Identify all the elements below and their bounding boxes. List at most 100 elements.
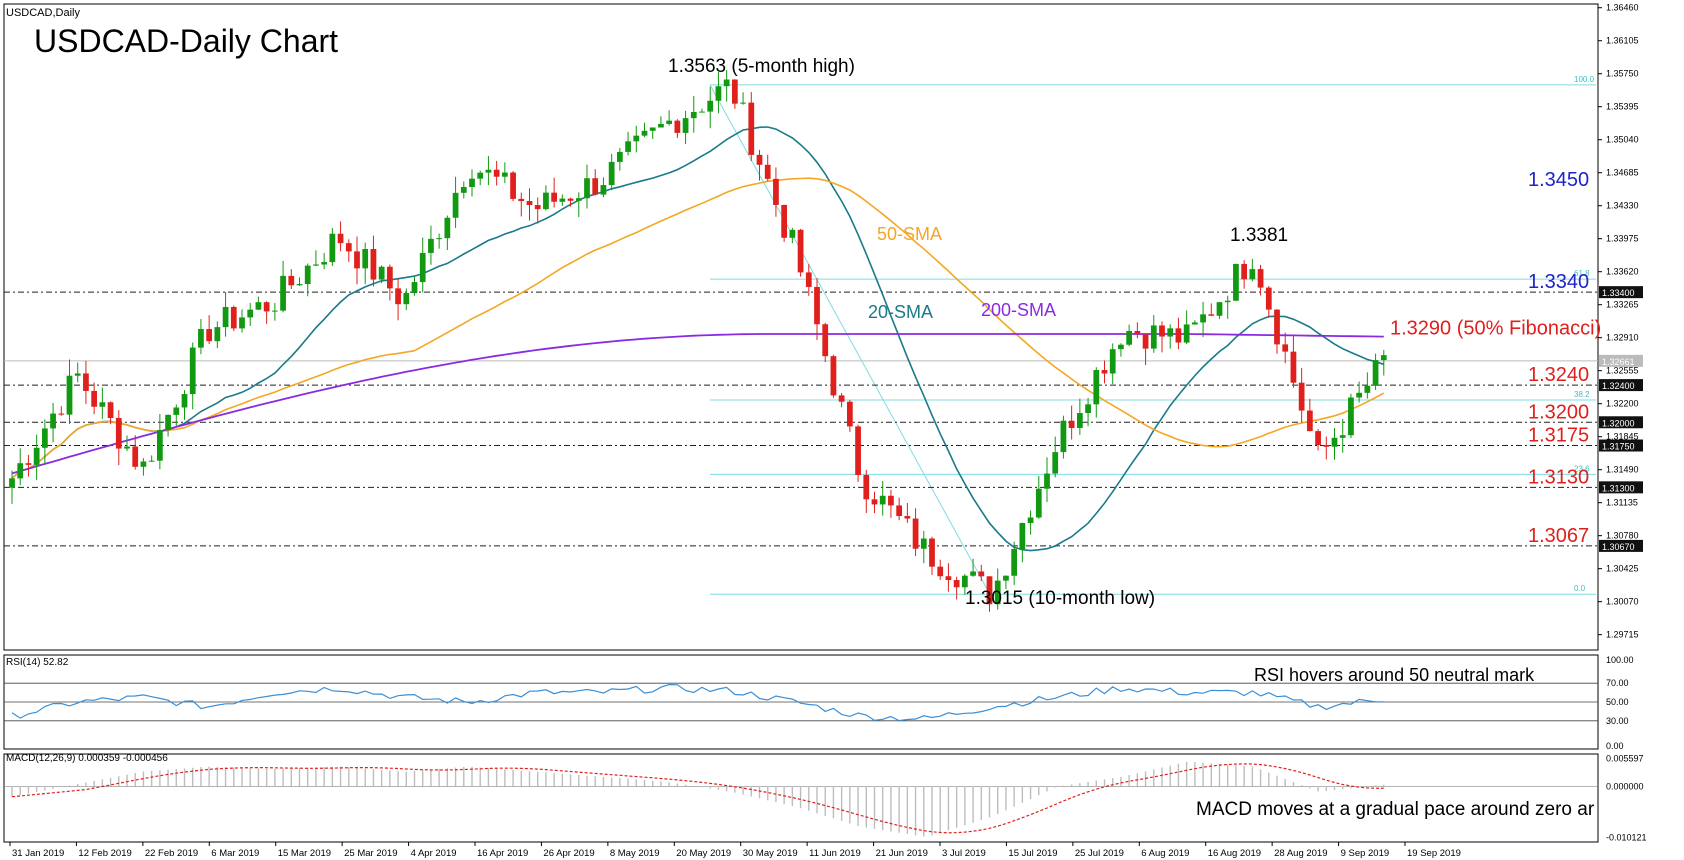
rsi-tick-label: 50.00 xyxy=(1606,697,1629,707)
high-annotation: 1.3563 (5-month high) xyxy=(668,56,855,77)
candle-bull xyxy=(1027,517,1034,523)
candle-bear xyxy=(731,79,738,104)
candle-bear xyxy=(370,249,377,280)
sma50-line xyxy=(11,177,1385,479)
candle-bear xyxy=(132,446,139,467)
candle-bull xyxy=(17,463,24,479)
candle-bear xyxy=(805,272,812,287)
x-tick-label: 30 May 2019 xyxy=(743,848,798,859)
candle-bear xyxy=(1159,325,1165,337)
level-label: 1.3200 xyxy=(1528,401,1589,423)
y-tick-label: 1.32910 xyxy=(1606,333,1639,343)
rsi-label: RSI(14) 52.82 xyxy=(6,657,69,668)
candle-bull xyxy=(1224,300,1231,303)
candle-bull xyxy=(1085,404,1091,414)
candle-bear xyxy=(493,169,500,177)
x-tick-label: 8 May 2019 xyxy=(610,848,660,859)
candle-bull xyxy=(33,447,40,465)
y-tick-label: 1.29715 xyxy=(1606,630,1639,640)
candle-bear xyxy=(1175,328,1182,343)
y-tick-label: 1.30070 xyxy=(1606,597,1639,607)
candle-bull xyxy=(469,178,475,188)
candle-bull xyxy=(1216,302,1223,316)
x-tick-label: 21 Jun 2019 xyxy=(876,848,928,859)
candle-bull xyxy=(329,233,336,263)
candle-bear xyxy=(953,580,960,588)
y-tick-label: 1.31845 xyxy=(1606,432,1639,442)
candle-bull xyxy=(1183,324,1190,343)
candle-bull xyxy=(378,266,385,280)
candle-bull xyxy=(239,317,245,329)
candle-bear xyxy=(288,275,295,286)
candle-bull xyxy=(1118,344,1124,350)
candle-bear xyxy=(592,178,599,195)
x-tick-label: 9 Sep 2019 xyxy=(1341,848,1390,859)
candle-bull xyxy=(1052,452,1059,474)
candle-bull xyxy=(403,293,410,305)
candle-bull xyxy=(600,185,607,195)
candle-bear xyxy=(846,401,853,427)
candle-bull xyxy=(1380,355,1387,361)
macd-panel-frame xyxy=(3,753,1599,843)
x-tick-label: 25 Jul 2019 xyxy=(1075,848,1124,859)
x-tick-label: 25 Mar 2019 xyxy=(344,848,397,859)
candle-bull xyxy=(1339,435,1346,438)
candle-bull xyxy=(1364,385,1371,393)
candle-bull xyxy=(148,460,155,462)
candle-bull xyxy=(1035,488,1042,518)
level-price-box xyxy=(1599,286,1643,299)
rsi-note: RSI hovers around 50 neutral mark xyxy=(1254,665,1535,685)
candle-bull xyxy=(41,428,48,448)
x-tick-label: 11 Jun 2019 xyxy=(809,848,861,859)
candle-bear xyxy=(781,204,788,238)
candle-bear xyxy=(337,233,344,244)
macd-tick-label: -0.010121 xyxy=(1606,833,1647,843)
candle-bull xyxy=(247,309,254,318)
candle-bull xyxy=(222,306,229,328)
candle-bear xyxy=(551,192,558,202)
candle-bull xyxy=(411,282,418,294)
candle-bull xyxy=(961,575,968,588)
level-price-box xyxy=(1599,379,1643,392)
low-annotation: 1.3015 (10-month low) xyxy=(965,588,1155,609)
candle-bull xyxy=(920,538,927,549)
candle-bull xyxy=(280,275,286,311)
candle-bear xyxy=(764,164,771,179)
candle-bear xyxy=(263,302,270,312)
candle-bear xyxy=(345,243,352,252)
candle-bear xyxy=(1265,287,1272,310)
x-tick-label: 31 Jan 2019 xyxy=(12,848,64,859)
x-tick-label: 19 Sep 2019 xyxy=(1407,848,1461,859)
candle-bear xyxy=(1274,309,1280,345)
candle-bull xyxy=(633,135,640,142)
x-tick-label: 28 Aug 2019 xyxy=(1274,848,1327,859)
candle-bull xyxy=(879,495,886,505)
level-label: 1.3340 xyxy=(1528,271,1589,293)
candle-bear xyxy=(354,251,360,269)
candle-bull xyxy=(1060,420,1067,453)
level-price-box-label: 1.33400 xyxy=(1602,288,1635,298)
candle-bull xyxy=(666,120,673,124)
candle-bull xyxy=(477,172,484,179)
fib-label: 61.8 xyxy=(1574,269,1590,278)
candle-bear xyxy=(1257,269,1264,288)
sma200-label: 200-SMA xyxy=(981,300,1056,320)
x-tick-label: 26 Apr 2019 xyxy=(543,848,594,859)
rsi-tick-label: 100.00 xyxy=(1606,655,1634,665)
candle-bull xyxy=(1019,522,1026,550)
candle-bear xyxy=(822,324,829,357)
x-tick-label: 16 Apr 2019 xyxy=(477,848,528,859)
candle-bull xyxy=(362,249,369,269)
candle-bull xyxy=(723,79,730,87)
candle-bull xyxy=(173,407,180,415)
rsi-tick-label: 70.00 xyxy=(1606,678,1629,688)
fib-label: 0.0 xyxy=(1574,584,1586,593)
candle-bull xyxy=(444,217,451,239)
candle-bear xyxy=(107,402,114,418)
candle-bull xyxy=(1011,549,1018,576)
candle-bull xyxy=(1167,328,1174,337)
candle-bull xyxy=(584,178,590,199)
candle-bear xyxy=(871,499,878,505)
candle-bull xyxy=(543,192,549,210)
x-tick-label: 6 Aug 2019 xyxy=(1141,848,1189,859)
